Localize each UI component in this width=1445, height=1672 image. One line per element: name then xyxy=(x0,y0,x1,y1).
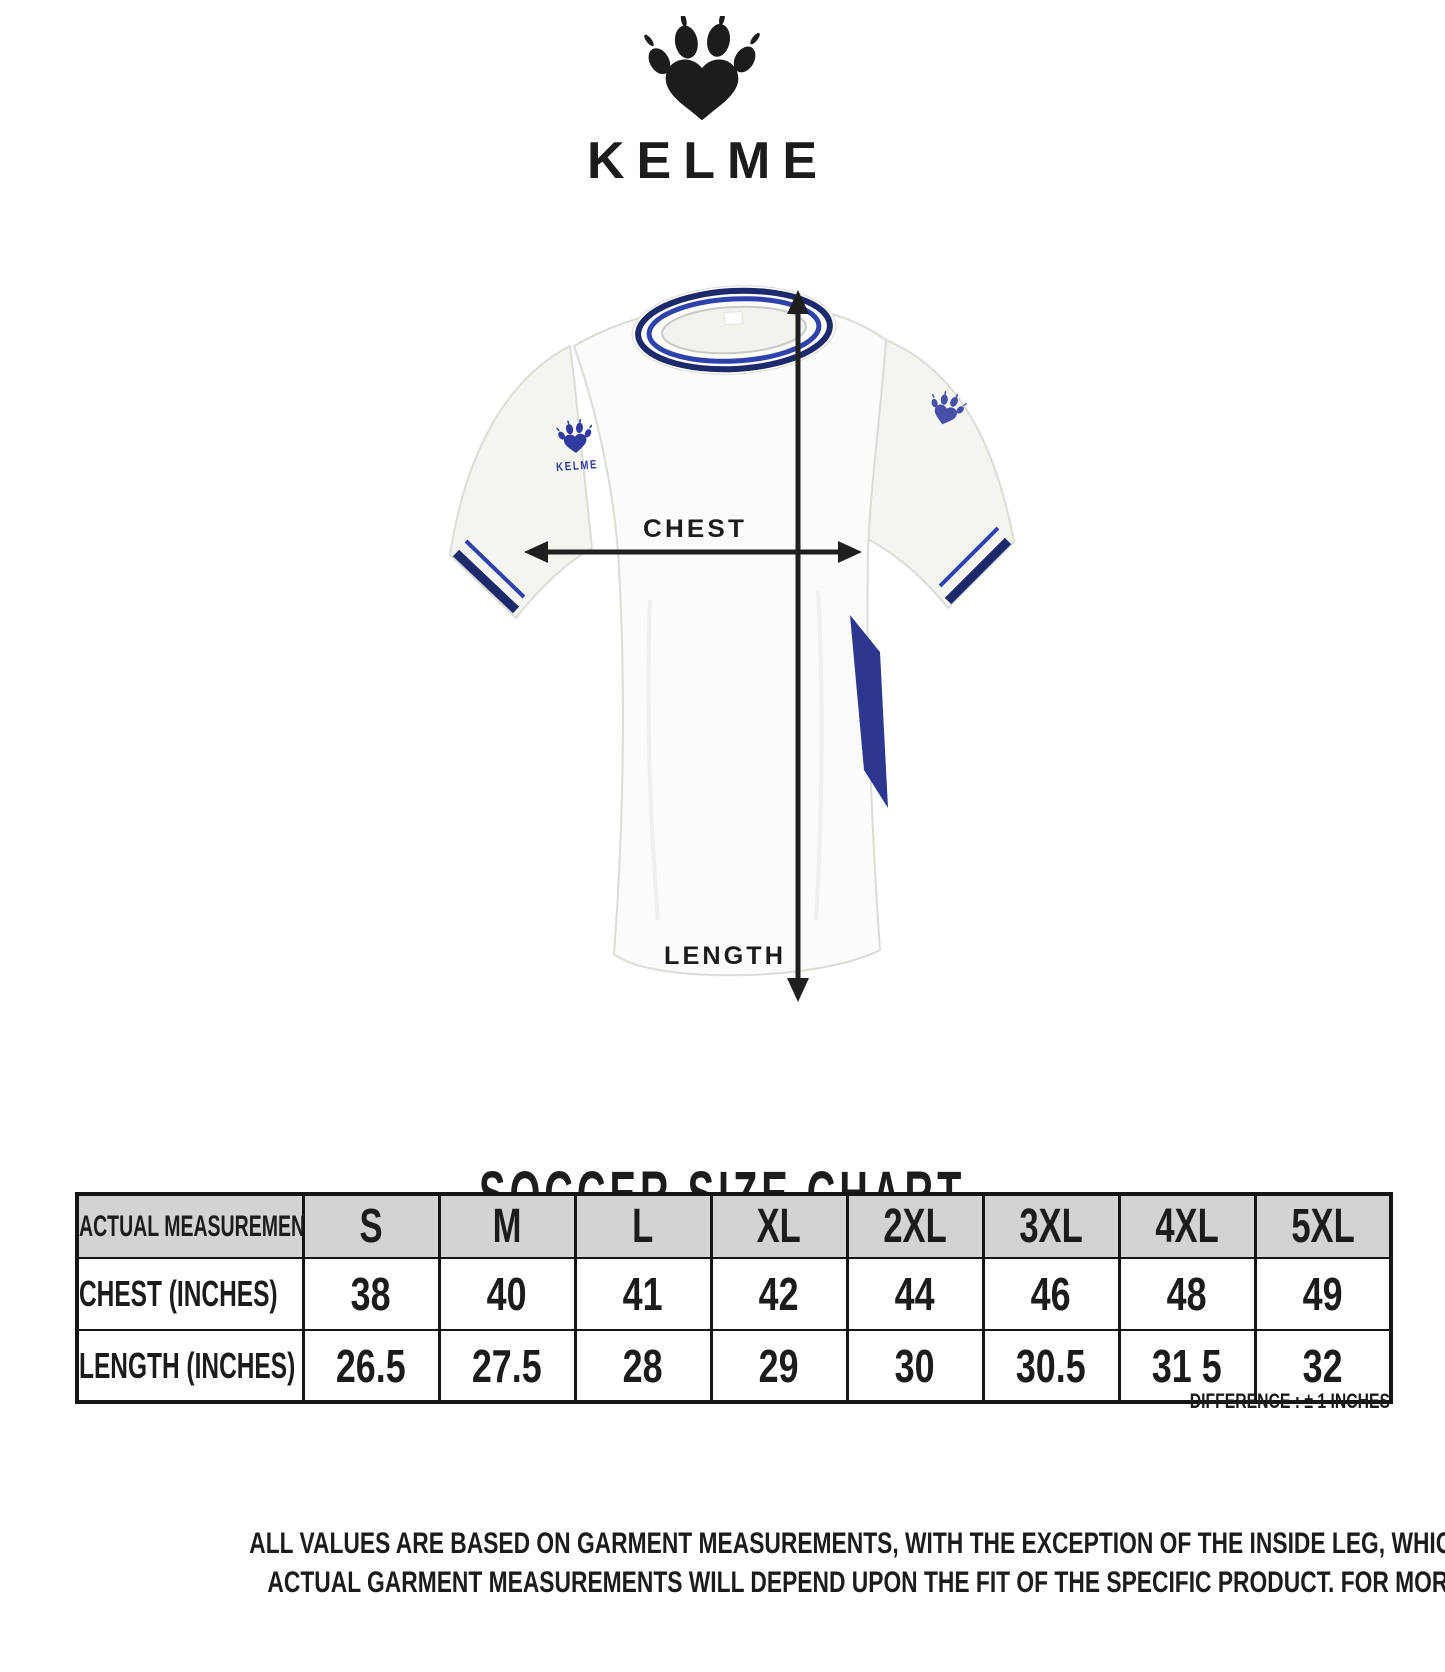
brand-logo: KELME xyxy=(0,16,1404,191)
brand-wordmark: KELME xyxy=(587,132,829,190)
size-cell: 26.5 xyxy=(301,1329,441,1403)
left-cuff-stripe-inner xyxy=(464,539,526,599)
size-cell: 30 xyxy=(845,1329,985,1403)
size-cell: 29 xyxy=(709,1329,849,1403)
jersey-illustration: KELME CHEST LENGTH xyxy=(448,285,1016,1002)
difference-note: DIFFERENCE : ± 1 INCHES xyxy=(1189,1390,1390,1413)
footer-line-2: ACTUAL GARMENT MEASUREMENTS WILL DEPEND … xyxy=(267,1566,1445,1599)
footer-disclaimer: ALL VALUES ARE BASED ON GARMENT MEASUREM… xyxy=(0,1524,1445,1602)
right-cuff-stripe xyxy=(944,537,1012,605)
jersey-figure: KELME CHEST LENGTH xyxy=(388,260,1068,1010)
size-cell: 28 xyxy=(573,1329,713,1403)
table-row-length: LENGTH (INCHES) 26.5 27.5 28 29 30 30.5 … xyxy=(75,1329,1393,1403)
size-cell: 44 xyxy=(845,1257,985,1331)
size-cell: 40 xyxy=(437,1257,577,1331)
neck-tag xyxy=(723,311,744,326)
header-cell-size: L xyxy=(573,1193,713,1259)
footer-line-1: ALL VALUES ARE BASED ON GARMENT MEASUREM… xyxy=(249,1527,1445,1560)
fabric-fold xyxy=(646,599,660,921)
size-cell: 32 xyxy=(1253,1329,1393,1403)
size-cell: 46 xyxy=(981,1257,1121,1331)
header-cell-size: M xyxy=(437,1193,577,1259)
chest-arrow xyxy=(524,541,862,563)
shirt-logo-text: KELME xyxy=(556,457,599,474)
size-cell: 38 xyxy=(301,1257,441,1331)
header-cell-size: S xyxy=(301,1193,441,1259)
jersey-body xyxy=(572,302,888,977)
paw-icon xyxy=(642,16,762,121)
header-cell-size: 3XL xyxy=(981,1193,1121,1259)
length-arrow xyxy=(787,290,809,1002)
size-cell: 42 xyxy=(709,1257,849,1331)
size-cell: 30.5 xyxy=(981,1329,1121,1403)
size-cell: 31 5 xyxy=(1117,1329,1257,1403)
row-label-cell: CHEST (INCHES) xyxy=(75,1257,305,1331)
jersey-left-sleeve xyxy=(448,344,594,620)
header-cell-size: 5XL xyxy=(1253,1193,1393,1259)
header-cell-size: 4XL xyxy=(1117,1193,1257,1259)
left-cuff-stripe xyxy=(452,549,520,614)
header-cell-measurement: ACTUAL MEASUREMENT xyxy=(75,1193,305,1259)
size-cell: 27.5 xyxy=(437,1329,577,1403)
size-cell: 48 xyxy=(1117,1257,1257,1331)
header-cell-size: XL xyxy=(709,1193,849,1259)
table-row-chest: CHEST (INCHES) 38 40 41 42 44 46 48 49 xyxy=(75,1257,1393,1331)
row-label-cell: LENGTH (INCHES) xyxy=(75,1329,305,1403)
fabric-fold xyxy=(814,589,824,921)
jersey-collar xyxy=(631,285,837,375)
jersey-right-sleeve xyxy=(864,338,1016,610)
chest-label: CHEST xyxy=(643,515,747,543)
table-header-row: ACTUAL MEASUREMENT S M L XL 2XL 3XL 4XL … xyxy=(75,1193,1393,1259)
header-cell-size: 2XL xyxy=(845,1193,985,1259)
size-cell: 49 xyxy=(1253,1257,1393,1331)
shirt-chest-logo: KELME xyxy=(555,417,599,474)
size-cell: 41 xyxy=(573,1257,713,1331)
size-table: ACTUAL MEASUREMENT S M L XL 2XL 3XL 4XL … xyxy=(75,1192,1393,1404)
right-cuff-stripe-inner xyxy=(938,526,1000,588)
jersey-side-panel xyxy=(850,615,888,808)
length-label: LENGTH xyxy=(664,942,786,970)
